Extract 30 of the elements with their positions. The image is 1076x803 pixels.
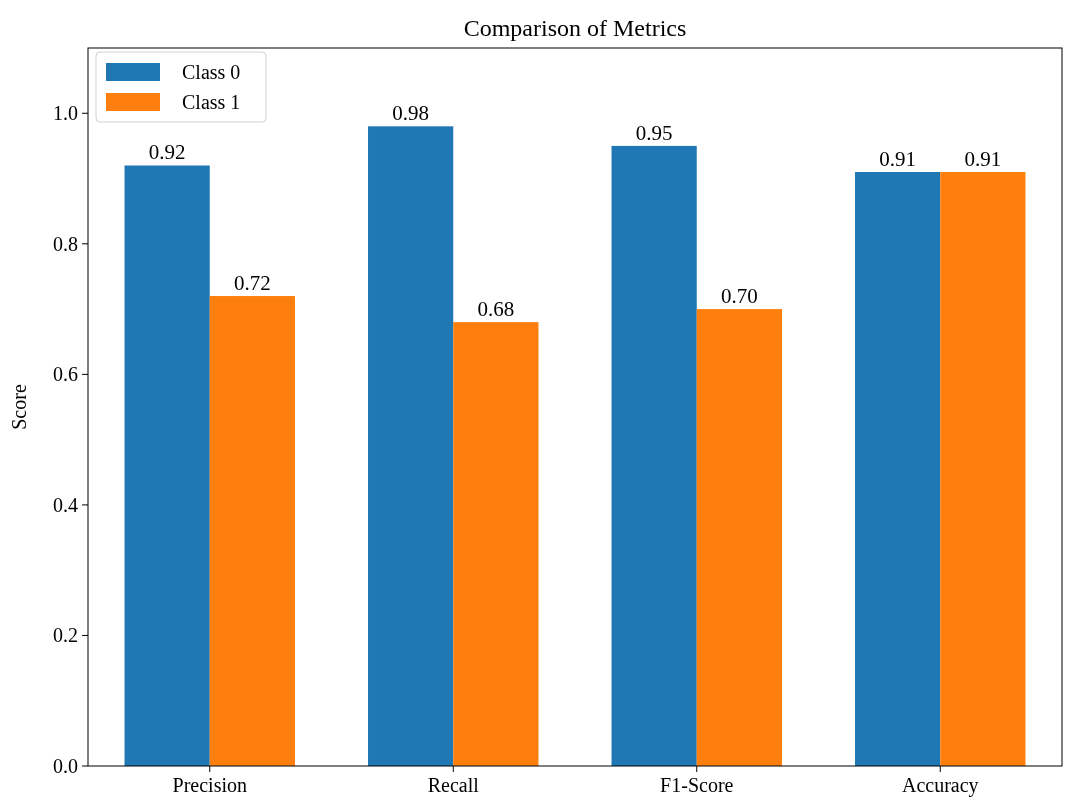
y-tick-label: 1.0	[53, 102, 78, 125]
bar	[453, 322, 539, 766]
bar	[209, 296, 295, 766]
data-label: 0.91	[964, 147, 1002, 172]
bar	[124, 165, 210, 766]
legend-label: Class 0	[182, 61, 241, 83]
data-label: 0.95	[635, 120, 673, 145]
legend-label: Class 1	[182, 91, 241, 113]
data-label: 0.98	[392, 101, 430, 126]
bar	[940, 172, 1026, 766]
data-label: 0.68	[477, 297, 515, 322]
y-tick-label: 0.2	[53, 624, 78, 647]
data-label: 0.92	[148, 140, 186, 165]
x-tick-label: F1-Score	[660, 774, 734, 796]
x-tick-label: Accuracy	[901, 774, 979, 797]
data-label: 0.91	[879, 147, 917, 172]
y-axis-title: Score	[8, 384, 30, 430]
y-tick-label: 0.0	[53, 755, 78, 777]
y-tick-label: 0.8	[53, 232, 78, 255]
data-label: 0.72	[233, 271, 271, 296]
bar	[855, 172, 941, 766]
y-tick-label: 0.4	[53, 493, 78, 516]
bar	[696, 309, 782, 766]
data-label: 0.70	[720, 284, 758, 309]
x-tick-label: Recall	[427, 774, 480, 796]
y-tick-label: 0.6	[53, 363, 78, 386]
bar	[368, 126, 454, 766]
x-tick-label: Precision	[172, 774, 247, 796]
bar	[611, 145, 697, 766]
chart-title: Comparison of Metrics	[463, 15, 687, 41]
